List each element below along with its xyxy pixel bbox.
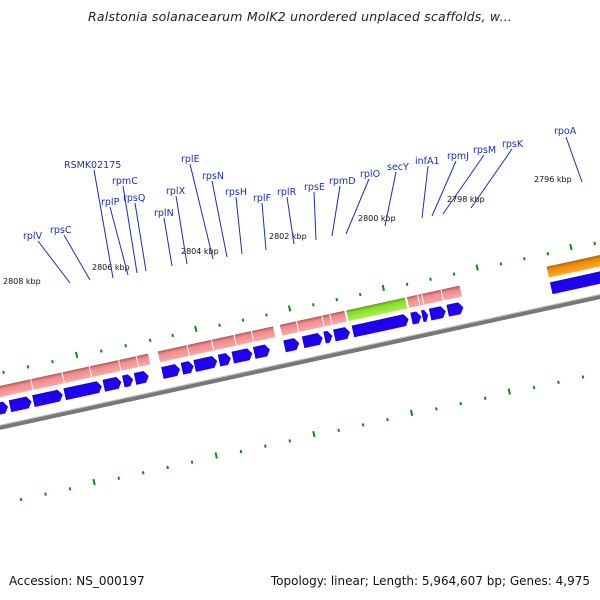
map-title: Ralstonia solanacearum MolK2 unordered u…	[88, 9, 512, 24]
cds-arrow	[32, 389, 63, 407]
gene-label-rplX[interactable]: rplX	[166, 186, 186, 197]
cds-arrow	[301, 333, 323, 349]
scale-label-2798: 2798 kbp	[447, 195, 485, 204]
cds-arrow	[351, 314, 409, 338]
cds-arrow	[0, 401, 9, 420]
scale-label-2808: 2808 kbp	[3, 277, 41, 286]
scale-label-2796: 2796 kbp	[534, 175, 572, 184]
scale-label-2804: 2804 kbp	[181, 247, 219, 256]
cds-arrow-track	[0, 264, 600, 420]
cds-arrow	[161, 364, 180, 379]
gene-label-rplE[interactable]: rplE	[181, 154, 200, 165]
gene-label-rpsK[interactable]: rpsK	[502, 139, 524, 150]
cds-arrow	[252, 344, 270, 359]
cds-arrow	[410, 311, 422, 325]
accession-text: Accession: NS_000197	[9, 574, 145, 588]
scale-ticks-bottom	[19, 375, 585, 502]
gene-label-rpsQ[interactable]: rpsQ	[123, 193, 145, 204]
gene-leader-lines	[37, 136, 583, 284]
cds-arrow	[63, 381, 102, 401]
gene-label-RSMK02175[interactable]: RSMK02175	[64, 160, 121, 171]
cds-arrow	[193, 356, 218, 372]
gene-label-rplF[interactable]: rplF	[253, 193, 271, 204]
gene-label-rplR[interactable]: rplR	[277, 187, 297, 198]
cds-arrow	[102, 376, 122, 392]
gene-label-rpsC[interactable]: rpsC	[50, 225, 72, 236]
gene-label-rplN[interactable]: rplN	[154, 208, 174, 219]
gene-label-rpsN[interactable]: rpsN	[202, 171, 224, 182]
gene-label-rpsH[interactable]: rpsH	[225, 187, 247, 198]
gene-band-group-1	[0, 353, 151, 403]
cds-arrow	[323, 330, 333, 344]
rpoA-band	[546, 249, 600, 278]
backbone-highlight	[0, 275, 600, 435]
cds-arrow	[446, 302, 464, 317]
cds-arrow	[133, 370, 149, 385]
cds-arrow	[421, 309, 429, 323]
gene-band-group-2	[157, 326, 276, 363]
topology-text: Topology: linear; Length: 5,964,607 bp; …	[270, 574, 590, 588]
gene-label-rplO[interactable]: rplO	[360, 169, 380, 180]
gene-label-rpmC[interactable]: rpmC	[112, 176, 138, 187]
gene-label-rplV[interactable]: rplV	[23, 231, 43, 242]
cds-arrow	[231, 348, 253, 364]
gene-label-rpsE[interactable]: rpsE	[304, 182, 325, 193]
scale-label-2800: 2800 kbp	[358, 214, 396, 223]
gene-band-group-3	[279, 310, 347, 336]
gene-label-rplP[interactable]: rplP	[101, 197, 120, 208]
gene-label-rpsM[interactable]: rpsM	[473, 145, 496, 156]
gene-label-infA1[interactable]: infA1	[415, 156, 440, 167]
cds-arrow	[122, 374, 134, 388]
gene-label-rpoA[interactable]: rpoA	[554, 126, 577, 137]
cds-arrow	[180, 361, 194, 375]
scale-label-2802: 2802 kbp	[269, 232, 307, 241]
secY-band	[346, 297, 408, 322]
scale-ticks-top	[2, 241, 597, 374]
chromosome-backbone	[0, 276, 600, 439]
cds-arrow	[428, 306, 446, 321]
cds-arrow	[283, 338, 300, 353]
gene-band-group-4	[406, 285, 462, 308]
cds-arrow	[333, 327, 350, 342]
gene-label-rpmJ[interactable]: rpmJ	[447, 151, 469, 162]
cds-arrow	[8, 396, 32, 413]
gene-label-rpmD[interactable]: rpmD	[329, 176, 356, 187]
cds-arrow	[217, 353, 231, 367]
gene-label-secY[interactable]: secY	[387, 162, 409, 173]
cds-arrow	[549, 264, 600, 295]
